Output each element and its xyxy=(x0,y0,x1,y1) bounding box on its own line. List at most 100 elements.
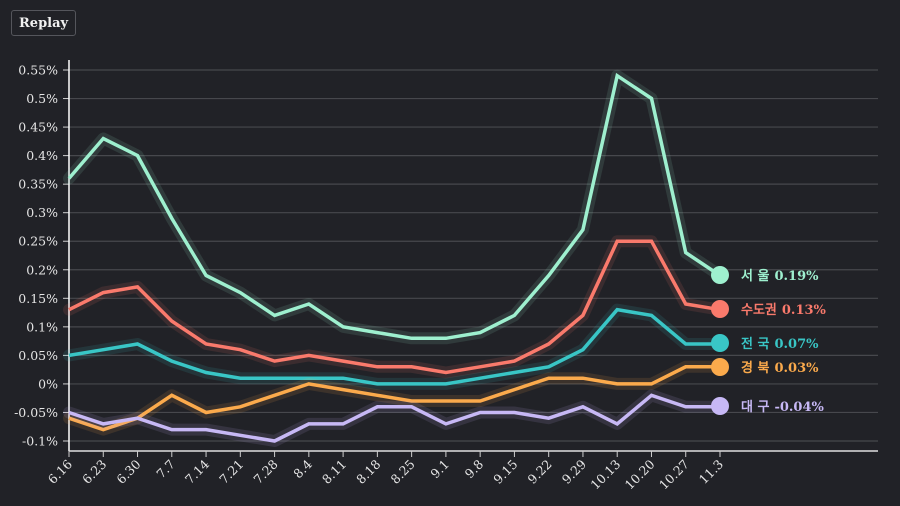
series-name: 수도권 xyxy=(741,303,777,318)
y-tick-label: 0.5% xyxy=(26,91,58,106)
data-point xyxy=(444,336,448,340)
x-tick-label: 11.3 xyxy=(696,456,726,486)
data-point xyxy=(684,302,688,306)
data-point xyxy=(375,365,379,369)
data-point xyxy=(341,359,345,363)
x-tick-label: 10.20 xyxy=(622,456,658,492)
data-point xyxy=(649,239,653,243)
x-tick-label: 7.14 xyxy=(182,456,212,486)
series-value: -0.04% xyxy=(774,400,824,415)
series-line xyxy=(67,72,721,341)
end-marker xyxy=(711,300,729,318)
data-point xyxy=(615,382,619,386)
data-point xyxy=(170,359,174,363)
x-tick-label: 9.8 xyxy=(462,456,487,481)
data-point xyxy=(204,410,208,414)
x-tick-label: 6.23 xyxy=(79,456,109,486)
data-point xyxy=(410,382,414,386)
data-point xyxy=(547,365,551,369)
data-point xyxy=(136,154,140,158)
series-name: 경 북 xyxy=(741,360,769,376)
data-point xyxy=(307,422,311,426)
data-point xyxy=(684,251,688,255)
x-tick-label: 7.7 xyxy=(153,456,178,481)
data-point xyxy=(307,353,311,357)
data-point xyxy=(581,313,585,317)
x-tick-label: 8.18 xyxy=(353,456,383,486)
data-point xyxy=(136,285,140,289)
data-point xyxy=(615,422,619,426)
y-axis: -0.1% -0.05% 0% 0.05% 0.1% 0.15% 0.2% 0.25% 0.3%… xyxy=(14,60,70,451)
data-point xyxy=(478,376,482,380)
x-tick-label: 6.16 xyxy=(45,456,75,486)
end-label: 대 구 -0.04% xyxy=(741,400,825,415)
data-point xyxy=(512,359,516,363)
data-point xyxy=(478,399,482,403)
end-marker xyxy=(711,266,729,284)
replay-button[interactable]: Replay xyxy=(11,10,77,36)
data-point xyxy=(581,228,585,232)
data-point xyxy=(341,376,345,380)
end-marker xyxy=(711,397,729,415)
x-tick-label: 8.25 xyxy=(387,457,417,487)
data-point xyxy=(238,376,242,380)
x-tick-label: 7.28 xyxy=(250,456,280,486)
data-point xyxy=(547,416,551,420)
series-value: 0.13% xyxy=(782,303,827,318)
data-point xyxy=(101,348,105,352)
data-point xyxy=(581,376,585,380)
data-point xyxy=(101,136,105,140)
data-point xyxy=(547,342,551,346)
y-tick-label: 0.35% xyxy=(18,177,58,192)
data-point xyxy=(204,273,208,277)
data-point xyxy=(273,376,277,380)
data-point xyxy=(649,313,653,317)
data-point xyxy=(67,353,71,357)
data-point xyxy=(204,428,208,432)
data-point xyxy=(684,405,688,409)
data-point xyxy=(238,348,242,352)
data-point xyxy=(478,331,482,335)
y-tick-label: 0.4% xyxy=(26,148,58,163)
y-tick-label: -0.05% xyxy=(14,405,58,420)
x-tick-label: 6.30 xyxy=(113,456,143,486)
data-point xyxy=(615,74,619,78)
data-point xyxy=(615,308,619,312)
data-point xyxy=(581,405,585,409)
end-label: 전 국 0.07% xyxy=(741,336,819,352)
x-tick-label: 8.11 xyxy=(319,457,349,487)
x-tick-label: 7.21 xyxy=(216,457,246,487)
y-tick-label: 0.1% xyxy=(26,319,58,334)
series-name: 대 구 xyxy=(741,400,769,415)
data-point xyxy=(478,365,482,369)
series-name: 서 울 xyxy=(741,268,769,284)
data-point xyxy=(170,319,174,323)
series-name: 전 국 xyxy=(741,336,769,352)
data-point xyxy=(273,439,277,443)
x-tick-label: 10.13 xyxy=(587,456,623,492)
data-point xyxy=(512,313,516,317)
data-point xyxy=(375,331,379,335)
data-point xyxy=(273,313,277,317)
data-point xyxy=(204,371,208,375)
data-point xyxy=(307,382,311,386)
data-point xyxy=(410,405,414,409)
data-point xyxy=(101,291,105,295)
x-tick-label: 10.27 xyxy=(656,456,692,492)
end-marker xyxy=(711,334,729,352)
end-labels: 서 울 0.19% 수도권 0.13% 전 국 0.07% 경 북 0.03% 대 구 -0.04… xyxy=(711,266,827,415)
data-point xyxy=(273,359,277,363)
grid-lines xyxy=(69,69,878,442)
y-tick-label: 0.45% xyxy=(18,120,58,135)
data-point xyxy=(101,422,105,426)
data-point xyxy=(375,405,379,409)
data-point xyxy=(410,336,414,340)
data-point xyxy=(615,239,619,243)
data-point xyxy=(547,376,551,380)
series-line xyxy=(68,307,720,386)
y-tick-label: 0.2% xyxy=(26,262,58,277)
data-point xyxy=(649,97,653,101)
series-line xyxy=(68,393,720,443)
data-point xyxy=(136,416,140,420)
end-label: 경 북 0.03% xyxy=(741,360,819,376)
